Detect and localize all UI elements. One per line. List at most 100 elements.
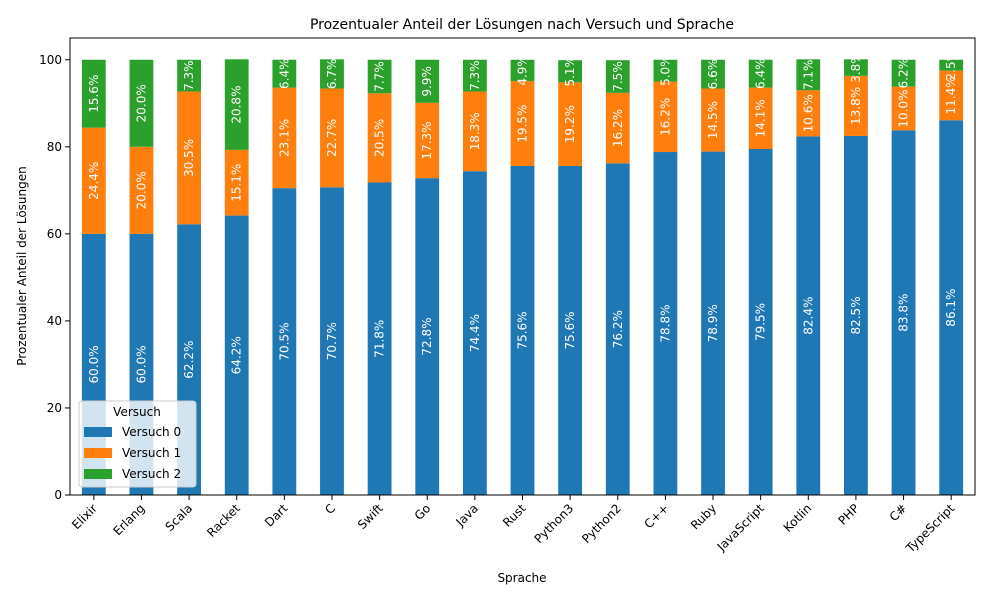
x-tick-label: Erlang [110,501,147,538]
bar-rust-versuch-2 [510,59,535,82]
bar-value-label: 7.1% [801,60,815,91]
legend-label: Versuch 2 [122,467,181,481]
bar-value-label: 14.5% [706,101,720,139]
bar-value-label: 82.5% [849,296,863,334]
bar-value-label: 20.8% [230,86,244,124]
x-tick-label: C [322,501,338,517]
bar-c-versuch-2 [891,59,916,87]
bar-value-label: 9.9% [420,66,434,97]
bar-ruby-versuch-0 [701,151,725,495]
bar-value-label: 10.6% [801,94,815,132]
bar-value-label: 18.3% [468,112,482,150]
bar-value-label: 60.0% [87,345,101,383]
x-tick-label: C++ [641,501,671,531]
x-tick-label: Elixir [69,501,100,532]
bar-value-label: 4.9% [516,55,530,86]
bar-value-label: 6.2% [897,58,911,89]
bar-value-label: 13.8% [849,87,863,125]
bar-java-versuch-2 [462,59,487,92]
bar-value-label: 20.5% [373,119,387,157]
bar-swift-versuch-2 [367,59,392,94]
bar-value-label: 62.2% [182,341,196,379]
bar-go-versuch-1 [415,102,440,179]
bar-dart-versuch-2 [272,59,297,88]
bar-c-versuch-1 [653,81,678,153]
bar-value-label: 70.7% [325,322,339,360]
bar-racket-versuch-0 [224,215,249,495]
x-tick-label: Swift [355,501,386,532]
bar-value-label: 7.5% [611,61,625,92]
y-tick-label: 80 [47,140,62,154]
bar-value-label: 60.0% [134,345,148,383]
y-tick-label: 40 [47,314,62,328]
y-tick-label: 20 [47,401,62,415]
bar-python3-versuch-2 [558,60,583,83]
bar-c-versuch-2 [320,59,344,89]
bar-python2-versuch-2 [605,60,630,93]
y-axis: 0 20 40 60 80 100 [39,53,70,502]
x-axis-label: Sprache [497,571,546,585]
bar-scala-versuch-1 [177,91,201,225]
bar-c-versuch-0 [653,152,678,495]
bar-value-label: 17.3% [420,121,434,159]
y-tick-label: 100 [39,53,62,67]
bar-c-versuch-0 [320,187,344,496]
legend-box [78,400,197,488]
bar-elixir-versuch-1 [81,127,106,234]
bar-value-label: 75.6% [563,311,577,349]
bar-value-label: 82.4% [801,297,815,335]
bar-swift-versuch-0 [367,182,392,495]
bar-c-versuch-1 [320,88,344,188]
bar-python2-versuch-0 [605,163,630,495]
bar-kotlin-versuch-2 [796,59,821,91]
bar-c-versuch-1 [891,86,916,131]
bar-value-label: 20.0% [134,171,148,209]
bar-value-label: 78.8% [658,304,672,342]
bar-value-label: 19.5% [516,104,530,142]
bar-value-label: 78.9% [706,304,720,342]
bar-go-versuch-2 [415,59,440,103]
legend-title: Versuch [113,405,161,419]
bar-dart-versuch-1 [272,87,297,189]
bar-php-versuch-0 [844,135,868,495]
bar-value-label: 16.2% [611,109,625,147]
bar-erlang-versuch-2 [129,59,154,147]
bar-value-label: 11.4% [944,76,958,114]
bar-value-label: 75.6% [516,311,530,349]
bar-value-label: 70.5% [277,323,291,361]
bar-swift-versuch-1 [367,93,392,183]
bar-value-label: 6.7% [325,59,339,90]
bar-javascript-versuch-1 [748,87,773,149]
bar-value-label: 72.8% [420,318,434,356]
bar-racket-versuch-2 [224,59,249,150]
bar-javascript-versuch-0 [748,148,773,496]
bar-typescript-versuch-0 [939,120,964,495]
bar-value-label: 71.8% [373,320,387,358]
bar-value-label: 76.2% [611,310,625,348]
bar-php-versuch-1 [844,75,868,136]
bar-typescript-versuch-1 [939,70,964,121]
bar-ruby-versuch-2 [701,59,725,89]
legend-label: Versuch 0 [122,425,181,439]
bar-value-label: 6.4% [754,58,768,89]
bar-java-versuch-1 [462,91,487,172]
bar-kotlin-versuch-0 [796,136,821,496]
bar-value-label: 64.2% [230,336,244,374]
x-tick-label: Python3 [532,501,577,546]
bar-value-label: 74.4% [468,314,482,352]
bar-rust-versuch-1 [510,81,535,166]
bar-rust-versuch-0 [510,165,535,495]
bar-value-label: 10.0% [897,89,911,127]
bar-value-label: 24.4% [87,162,101,200]
legend-swatch [84,448,112,458]
bar-value-label: 6.6% [706,59,720,90]
bar-value-label: 7.7% [373,61,387,92]
bar-java-versuch-0 [462,171,487,495]
y-axis-label: Prozentualer Anteil der Lösungen [15,166,29,365]
legend: Versuch Versuch 0 Versuch 1 Versuch 2 [78,400,197,488]
bar-value-label: 79.5% [754,303,768,341]
bar-racket-versuch-1 [224,149,249,216]
chart-title: Prozentualer Anteil der Lösungen nach Ve… [310,17,734,33]
bar-ruby-versuch-1 [701,88,725,152]
